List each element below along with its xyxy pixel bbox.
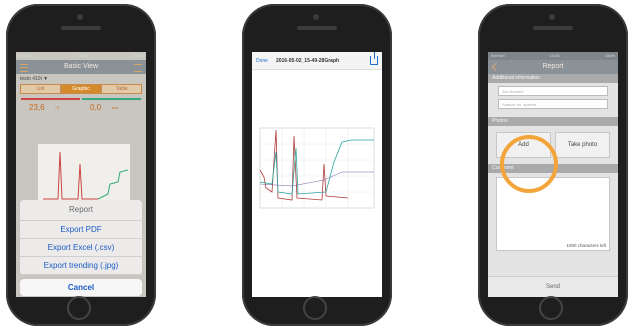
phone-graph-preview: Done 2016-05-02_15-49-28Graph: [242, 4, 392, 326]
highlight-circle: [500, 135, 558, 193]
status-bar: Ent Iset 10:00 100%: [488, 52, 618, 60]
export-trending-button[interactable]: Export trending (.jpg): [20, 257, 142, 275]
speaker-grill: [61, 26, 101, 30]
reading-velocity: 0,0 m/s: [82, 98, 141, 120]
front-camera: [313, 14, 319, 20]
screen: Done 2016-05-02_15-49-28Graph: [252, 52, 382, 297]
reading-value: 0,0: [90, 103, 102, 112]
job-number-input[interactable]: Job Number: [498, 86, 608, 96]
front-camera: [549, 14, 555, 20]
page-title: Basic View: [63, 63, 99, 70]
send-button[interactable]: Send: [488, 276, 618, 297]
graph-svg: [259, 127, 375, 209]
phone-report-form: Ent Iset 10:00 100% Report Additional in…: [478, 4, 628, 326]
nav-bar: Basic View: [16, 60, 146, 74]
character-count: 1000 characters left: [566, 243, 606, 248]
phone-basic-view: Ent Iset 10:00 100% Basic View testo 410…: [6, 4, 156, 326]
options-icon[interactable]: [134, 64, 142, 72]
background-graph: [38, 144, 130, 204]
share-icon[interactable]: [370, 52, 378, 65]
reading-unit: m/s: [112, 105, 119, 110]
export-excel-button[interactable]: Export Excel (.csv): [20, 239, 142, 257]
home-button[interactable]: [67, 296, 91, 320]
speaker-grill: [533, 26, 573, 30]
sample-system-input[interactable]: Sample no. system: [498, 99, 608, 109]
reading-unit: °C: [55, 105, 60, 110]
reading-value: 23,6: [29, 103, 45, 112]
graph-image: [252, 122, 382, 222]
tab-graphic[interactable]: Graphic: [60, 84, 102, 94]
nav-bar: Done 2016-05-02_15-49-28Graph: [252, 52, 382, 70]
comment-textarea[interactable]: 1000 characters left: [496, 177, 610, 251]
tab-list[interactable]: List: [20, 84, 61, 94]
document-title: 2016-05-02_15-49-28Graph: [275, 57, 340, 64]
action-sheet-title: Report: [20, 200, 142, 221]
view-tabs: List Graphic Table: [20, 84, 143, 94]
battery-label: 100%: [604, 53, 615, 58]
report-action-sheet: Report Export PDF Export Excel (.csv) Ex…: [20, 200, 142, 275]
tab-table[interactable]: Table: [101, 84, 143, 94]
carrier-label: Ent Iset: [19, 53, 33, 58]
carrier-label: Ent Iset: [491, 53, 505, 58]
screen: Ent Iset 10:00 100% Report Additional in…: [488, 52, 618, 297]
status-bar: Ent Iset 10:00 100%: [16, 52, 146, 60]
device-name: testo 410i: [20, 76, 42, 82]
time-label: 10:00: [549, 53, 560, 58]
page-title: Report: [542, 63, 564, 70]
speaker-grill: [297, 26, 337, 30]
time-label: 10:00: [77, 53, 88, 58]
export-pdf-button[interactable]: Export PDF: [20, 221, 142, 239]
back-chevron-icon[interactable]: [491, 62, 501, 72]
device-selector[interactable]: testo 410i ▼: [20, 76, 49, 82]
home-button[interactable]: [303, 296, 327, 320]
battery-label: 100%: [132, 53, 143, 58]
section-additional-info: Additional information: [488, 74, 618, 83]
screen: Ent Iset 10:00 100% Basic View testo 410…: [16, 52, 146, 297]
take-photo-button[interactable]: Take photo: [555, 132, 610, 158]
reading-temperature: 23,6 °C: [21, 98, 80, 120]
background-graph-svg: [43, 151, 129, 200]
front-camera: [77, 14, 83, 20]
nav-bar: Report: [488, 60, 618, 74]
readings-row: 23,6 °C 0,0 m/s: [20, 98, 142, 120]
home-button[interactable]: [539, 296, 563, 320]
done-button[interactable]: Done: [256, 57, 268, 64]
section-photos: Photos: [488, 117, 618, 126]
menu-icon[interactable]: [20, 64, 28, 72]
cancel-button[interactable]: Cancel: [20, 279, 142, 296]
